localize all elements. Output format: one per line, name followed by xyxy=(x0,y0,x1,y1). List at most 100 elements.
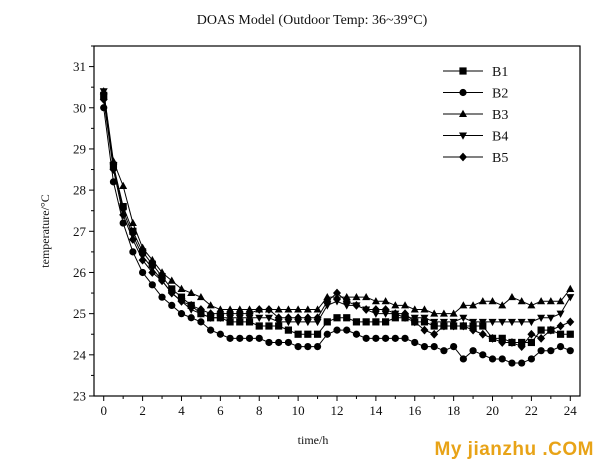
data-point xyxy=(129,248,137,256)
site-watermark: My jianzhu .COM xyxy=(434,439,594,460)
data-point xyxy=(342,296,351,306)
data-point xyxy=(478,297,487,305)
data-point xyxy=(284,318,293,327)
data-point xyxy=(196,305,205,314)
data-point xyxy=(479,351,487,359)
legend-entry: B3 xyxy=(443,108,508,123)
chart-title: DOAS Model (Outdoor Temp: 36~39°C) xyxy=(197,13,428,28)
data-point xyxy=(333,326,341,334)
data-point xyxy=(343,326,351,334)
data-point xyxy=(226,305,235,313)
legend-marker xyxy=(459,67,467,75)
data-point xyxy=(517,318,526,327)
data-point xyxy=(119,202,127,211)
data-point xyxy=(236,334,244,342)
y-tick-label: 25 xyxy=(73,306,86,321)
data-point xyxy=(410,317,419,327)
legend-marker xyxy=(459,132,467,140)
data-point xyxy=(391,309,400,319)
legend-entry: B2 xyxy=(443,87,508,102)
data-point xyxy=(245,309,254,319)
legend-marker xyxy=(459,152,467,162)
data-point xyxy=(537,297,546,305)
data-point xyxy=(381,305,390,314)
data-point xyxy=(507,338,516,347)
legend-entry: B1 xyxy=(443,65,508,80)
data-point xyxy=(264,314,273,322)
legend-label: B1 xyxy=(492,65,508,80)
x-tick-label: 2 xyxy=(139,403,146,418)
x-tick-label: 16 xyxy=(408,403,422,418)
x-tick-label: 4 xyxy=(178,403,185,418)
data-point xyxy=(274,318,283,327)
data-point xyxy=(206,309,215,319)
data-point xyxy=(275,338,283,347)
x-tick-label: 20 xyxy=(486,403,499,418)
data-point xyxy=(459,355,467,363)
x-tick-label: 0 xyxy=(100,403,107,418)
data-point xyxy=(478,318,487,327)
legend-marker xyxy=(459,109,467,117)
data-point xyxy=(158,268,167,276)
data-point xyxy=(323,292,332,301)
data-point xyxy=(216,314,225,322)
data-point xyxy=(566,294,575,302)
series-line xyxy=(103,107,571,364)
data-point xyxy=(206,301,215,309)
data-point xyxy=(401,309,410,319)
data-point xyxy=(546,297,555,305)
data-point xyxy=(449,321,458,331)
data-point xyxy=(537,333,546,343)
data-point xyxy=(430,318,439,327)
data-point xyxy=(420,314,429,322)
data-point xyxy=(488,333,497,343)
data-point xyxy=(255,322,263,330)
data-point xyxy=(255,334,263,342)
data-point xyxy=(139,268,147,277)
data-point xyxy=(401,334,409,342)
data-point xyxy=(138,243,147,251)
data-point xyxy=(439,309,448,317)
x-tick-label: 22 xyxy=(525,403,538,418)
y-tick-label: 30 xyxy=(73,100,86,115)
legend-label: B4 xyxy=(492,130,508,145)
data-point xyxy=(196,292,205,301)
data-point xyxy=(517,297,526,305)
data-point xyxy=(527,318,536,327)
data-point xyxy=(274,313,283,323)
legend-label: B5 xyxy=(492,151,508,166)
data-point xyxy=(197,318,205,326)
data-point xyxy=(226,309,235,319)
data-point xyxy=(274,305,283,313)
data-point xyxy=(294,342,302,351)
data-point xyxy=(507,318,516,327)
data-point xyxy=(128,235,137,244)
data-point xyxy=(556,342,565,351)
data-point xyxy=(469,318,478,327)
data-point xyxy=(546,325,555,335)
x-axis-label: time/h xyxy=(298,433,329,447)
y-tick-label: 29 xyxy=(73,141,86,156)
data-point xyxy=(226,314,235,322)
data-point xyxy=(546,314,555,322)
data-point xyxy=(556,310,565,318)
data-point xyxy=(158,293,166,301)
series-b2 xyxy=(100,104,574,367)
data-point xyxy=(401,301,410,309)
data-point xyxy=(469,325,478,335)
data-point xyxy=(265,322,273,330)
data-point xyxy=(294,318,303,327)
data-point xyxy=(313,342,322,351)
data-point xyxy=(167,276,176,284)
y-tick-label: 24 xyxy=(73,347,87,362)
data-point xyxy=(313,318,322,327)
data-point xyxy=(264,305,273,314)
data-point xyxy=(459,314,468,322)
legend-label: B3 xyxy=(492,108,508,123)
data-point xyxy=(469,347,477,355)
legend: B1 B2 B3 B4 B5 xyxy=(443,65,508,166)
data-point xyxy=(284,313,293,323)
data-point xyxy=(245,305,254,313)
data-point xyxy=(449,309,458,317)
